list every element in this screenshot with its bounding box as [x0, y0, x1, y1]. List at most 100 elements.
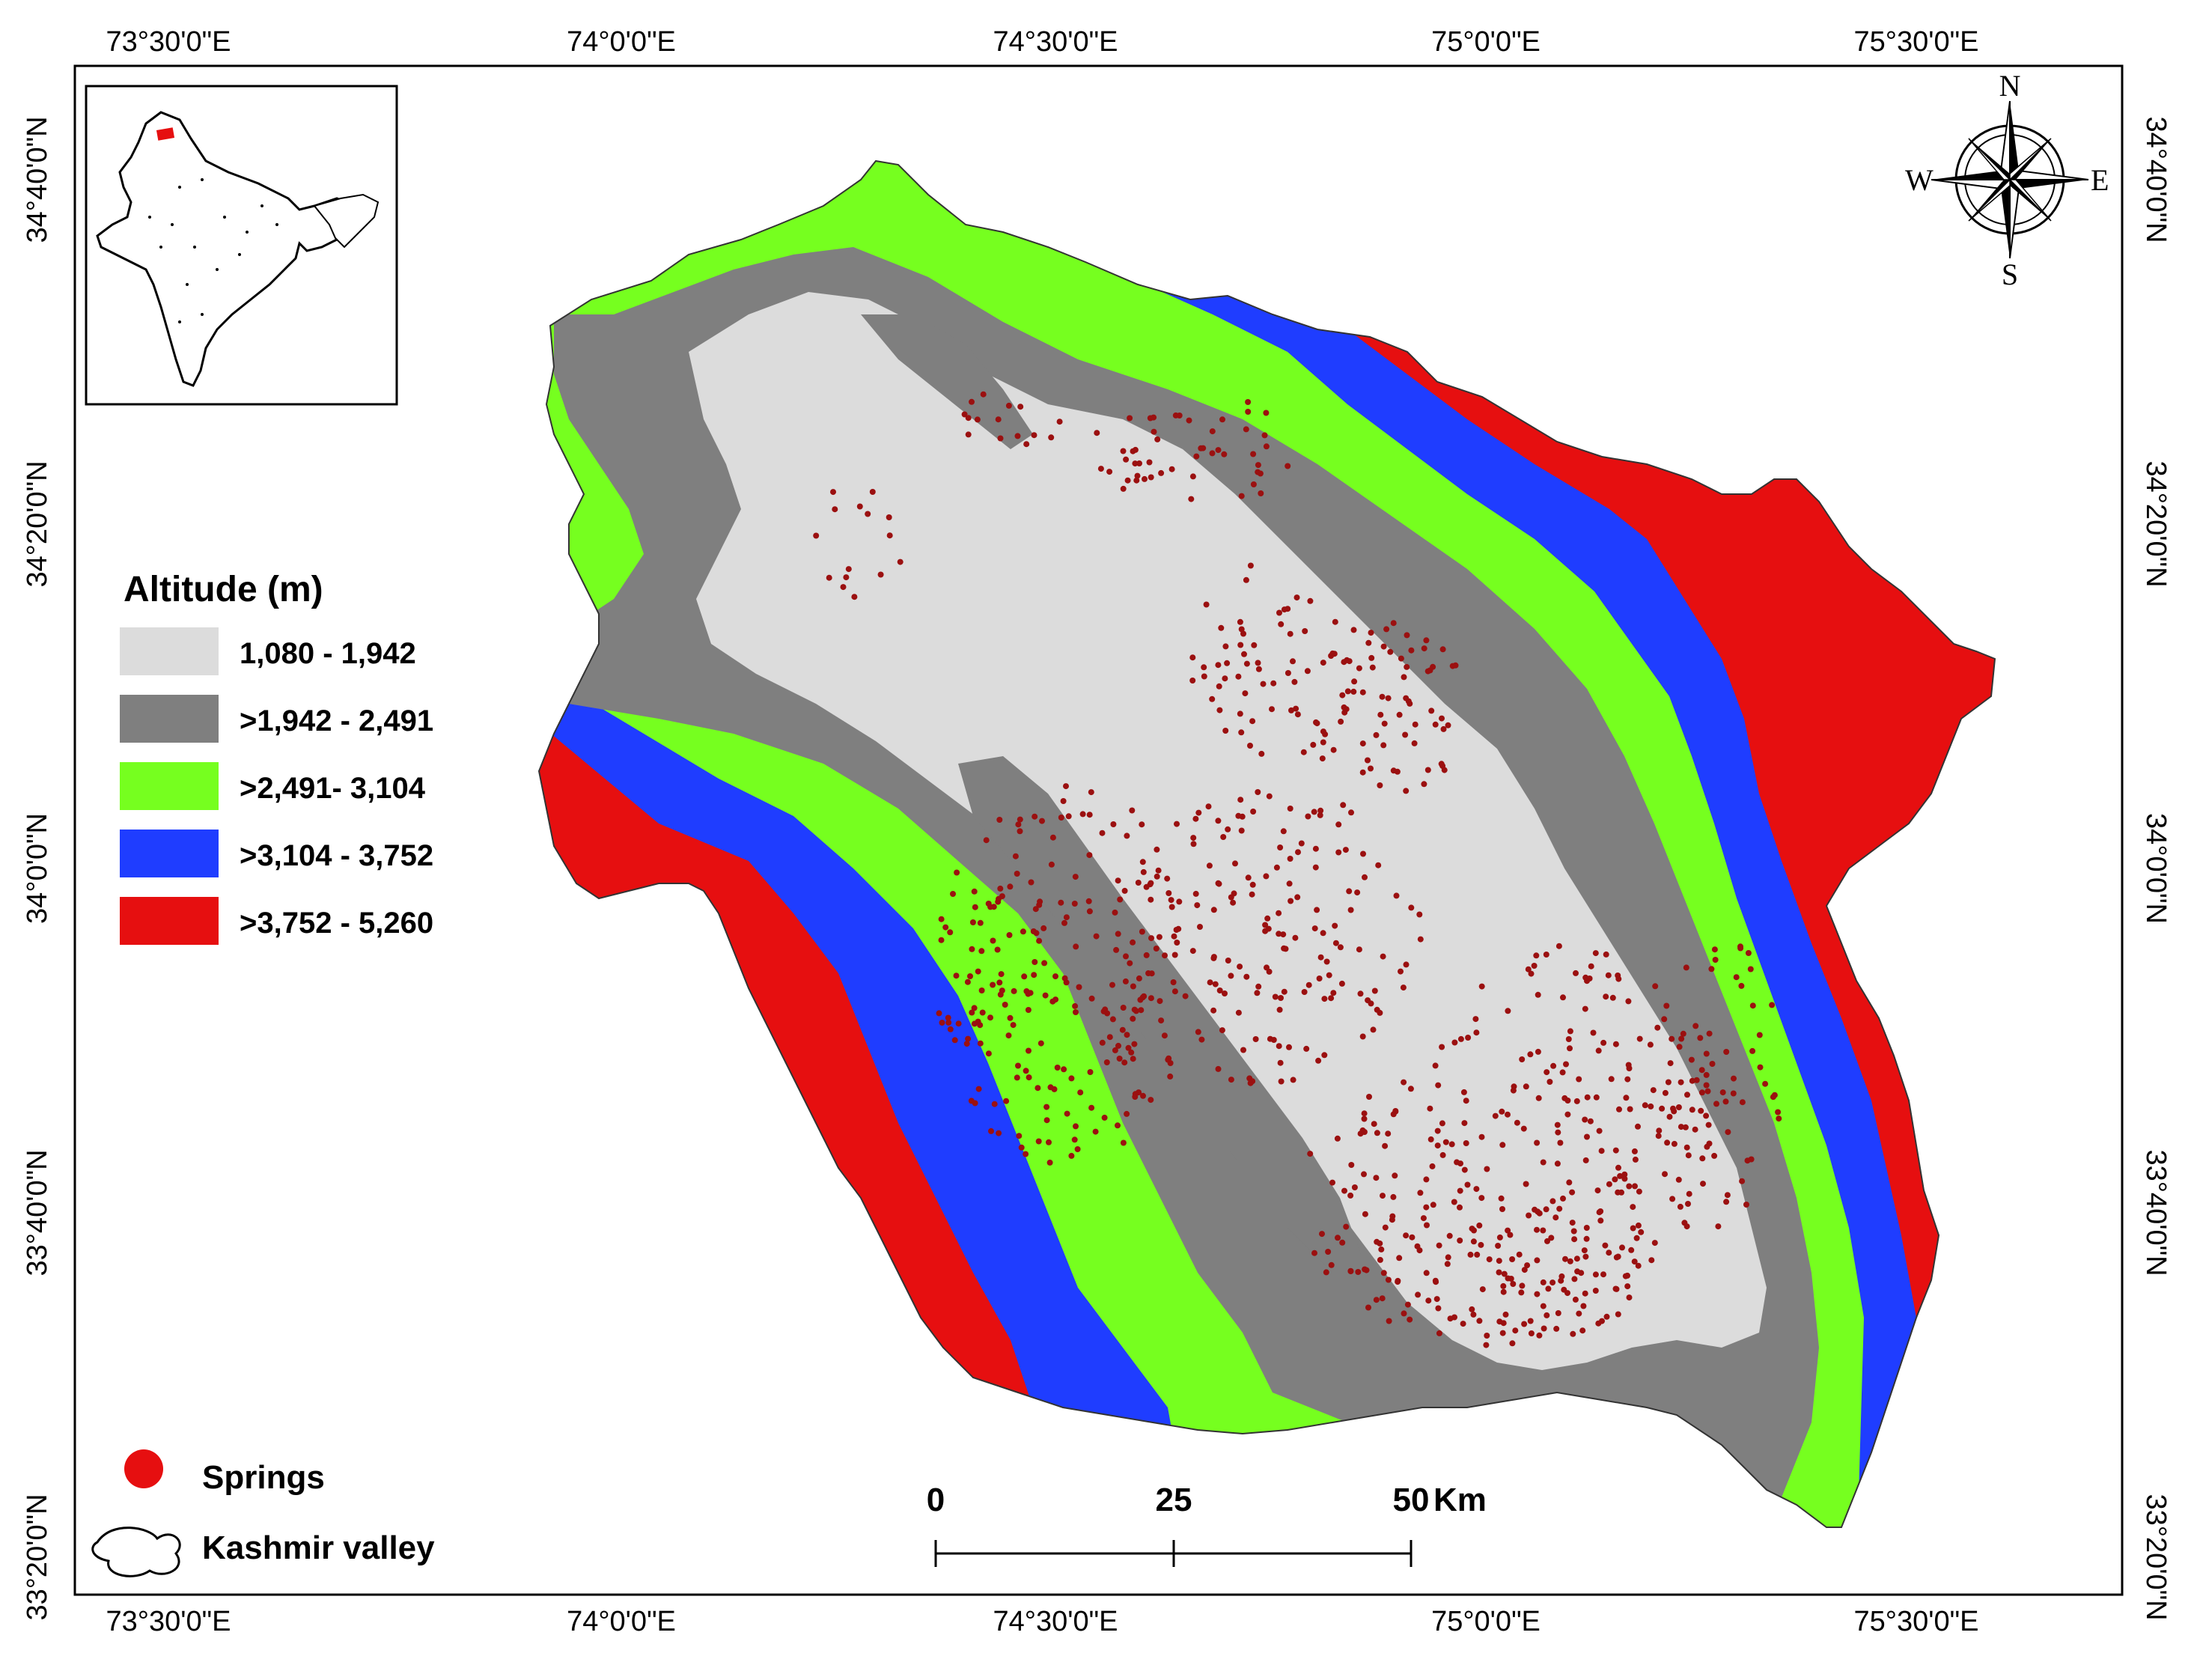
spring-point — [1020, 928, 1026, 935]
spring-point — [1615, 1253, 1621, 1260]
spring-point — [1396, 711, 1403, 718]
spring-point — [1521, 1267, 1528, 1273]
spring-point — [1087, 1069, 1094, 1075]
spring-point — [1436, 1242, 1442, 1249]
spring-point — [1347, 1268, 1354, 1274]
bottom-coordinate-labels: 73°30'0"E 74°0'0"E 74°30'0"E 75°0'0"E 75… — [106, 1606, 1979, 1637]
spring-point — [1669, 1035, 1675, 1042]
spring-point — [1409, 1234, 1416, 1241]
spring-point — [947, 929, 954, 936]
spring-point — [1570, 1228, 1577, 1235]
spring-point — [1457, 1204, 1463, 1211]
spring-point — [1164, 875, 1171, 882]
spring-point — [1593, 1094, 1600, 1101]
spring-point — [1348, 1162, 1355, 1168]
altitude-class-2-ridge — [861, 314, 1033, 449]
spring-point — [1678, 1124, 1684, 1130]
spring-point — [1280, 828, 1287, 835]
spring-point — [1473, 1029, 1480, 1036]
spring-point — [972, 904, 978, 910]
inset-study-area-highlight — [156, 127, 175, 141]
spring-point — [1478, 1241, 1484, 1248]
spring-point — [1572, 1296, 1579, 1303]
spring-point — [1343, 1223, 1350, 1230]
spring-point — [1567, 1028, 1573, 1035]
spring-point — [1221, 451, 1228, 457]
spring-point — [1368, 765, 1374, 772]
spring-point — [1222, 643, 1229, 650]
spring-point — [1582, 1116, 1588, 1123]
spring-point — [1138, 1007, 1145, 1014]
spring-point — [1554, 1160, 1561, 1167]
legend-title: Altitude (m) — [124, 570, 323, 609]
spring-point — [856, 503, 863, 510]
legend-label: >3,752 - 5,260 — [240, 907, 433, 940]
spring-point — [1441, 767, 1448, 773]
spring-point — [979, 1009, 986, 1016]
spring-point — [1698, 1107, 1704, 1114]
spring-point — [997, 435, 1004, 442]
spring-point — [1439, 715, 1445, 722]
spring-point — [1319, 755, 1326, 762]
spring-point — [1603, 1313, 1610, 1320]
spring-point — [1492, 1113, 1499, 1119]
spring-point — [1287, 630, 1293, 637]
spring-point — [1225, 826, 1231, 833]
spring-point — [1291, 678, 1298, 685]
spring-point — [1148, 880, 1154, 886]
spring-point — [1500, 1282, 1507, 1289]
spring-point — [1237, 618, 1243, 625]
spring-point — [1631, 1148, 1638, 1154]
spring-point — [1445, 1254, 1451, 1261]
spring-point — [1215, 447, 1222, 454]
spring-point — [1417, 1190, 1424, 1196]
india-outline — [96, 111, 357, 387]
spring-point — [1174, 821, 1180, 827]
spring-point — [843, 574, 850, 581]
spring-point — [1472, 1016, 1479, 1023]
spring-point — [1255, 983, 1262, 990]
spring-point — [1550, 1062, 1557, 1069]
spring-point — [1201, 673, 1207, 680]
spring-point — [1030, 928, 1037, 934]
spring-point — [1571, 1236, 1578, 1243]
spring-point — [1619, 1244, 1625, 1251]
spring-point — [1048, 861, 1055, 868]
spring-point — [947, 1026, 954, 1032]
spring-point — [1692, 1023, 1699, 1029]
spring-point — [1500, 1320, 1507, 1327]
spring-point — [1439, 1044, 1445, 1050]
spring-point — [1612, 1147, 1619, 1154]
spring-point — [1739, 1099, 1746, 1106]
spring-point — [1671, 1140, 1678, 1147]
spring-point — [1115, 931, 1121, 937]
spring-point — [1320, 930, 1326, 937]
spring-point — [1535, 991, 1541, 998]
bottom-coord-label: 74°30'0"E — [993, 1606, 1118, 1637]
spring-point — [1290, 1077, 1296, 1083]
spring-point — [1335, 1235, 1341, 1241]
spring-point — [978, 948, 985, 955]
spring-point — [1559, 1069, 1566, 1076]
spring-point — [826, 574, 832, 581]
spring-point — [965, 1035, 972, 1042]
spring-point — [1332, 922, 1338, 929]
spring-point — [1317, 807, 1324, 814]
spring-point — [1573, 970, 1579, 976]
spring-point — [1094, 430, 1100, 436]
spring-point — [1603, 993, 1609, 1000]
spring-point — [1625, 1062, 1632, 1068]
spring-point — [1527, 1318, 1534, 1324]
spring-point — [1243, 660, 1250, 667]
spring-point — [1425, 1297, 1432, 1304]
spring-point — [1017, 816, 1023, 823]
kashmir-valley-symbol-icon — [91, 1527, 181, 1577]
spring-point — [1624, 1076, 1631, 1083]
spring-point — [1219, 1027, 1225, 1034]
spring-point — [1272, 993, 1279, 1000]
spring-point — [1436, 1330, 1442, 1336]
spring-point — [1554, 1121, 1561, 1128]
spring-point — [1237, 964, 1243, 970]
spring-point — [1415, 1291, 1421, 1298]
spring-point — [1636, 1188, 1642, 1195]
